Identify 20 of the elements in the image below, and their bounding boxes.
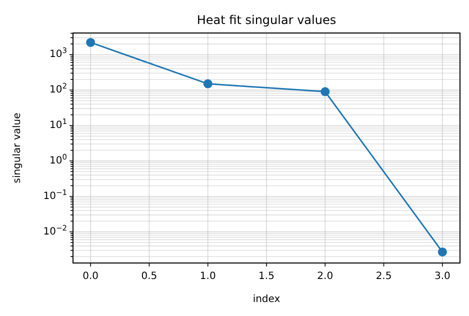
x-tick-label: 2.5: [376, 271, 392, 282]
y-tick-label: 10$^{−2}$: [43, 222, 68, 238]
x-tick-label: 3.0: [434, 271, 450, 282]
point: [86, 38, 96, 47]
x-tick-label: 0.5: [141, 271, 158, 282]
point: [203, 79, 212, 88]
y-tick-label: 10$^{1}$: [49, 116, 68, 132]
point: [438, 247, 447, 256]
x-tick-label: 2.0: [317, 271, 334, 282]
x-tick-label: 0.0: [82, 271, 99, 282]
y-axis-title: singular value: [12, 112, 23, 184]
y-tick-label: 10$^{0}$: [49, 152, 68, 167]
x-axis-title: index: [252, 294, 280, 305]
x-tick-label: 1.0: [200, 271, 216, 282]
x-tick-label: 1.5: [258, 271, 274, 282]
y-tick-label: 10$^{2}$: [49, 81, 68, 96]
y-tick-label: 10$^{−1}$: [43, 187, 68, 202]
point: [320, 87, 330, 96]
y-tick-label: 10$^{3}$: [49, 46, 68, 60]
chart-title: Heat fit singular values: [196, 13, 336, 27]
